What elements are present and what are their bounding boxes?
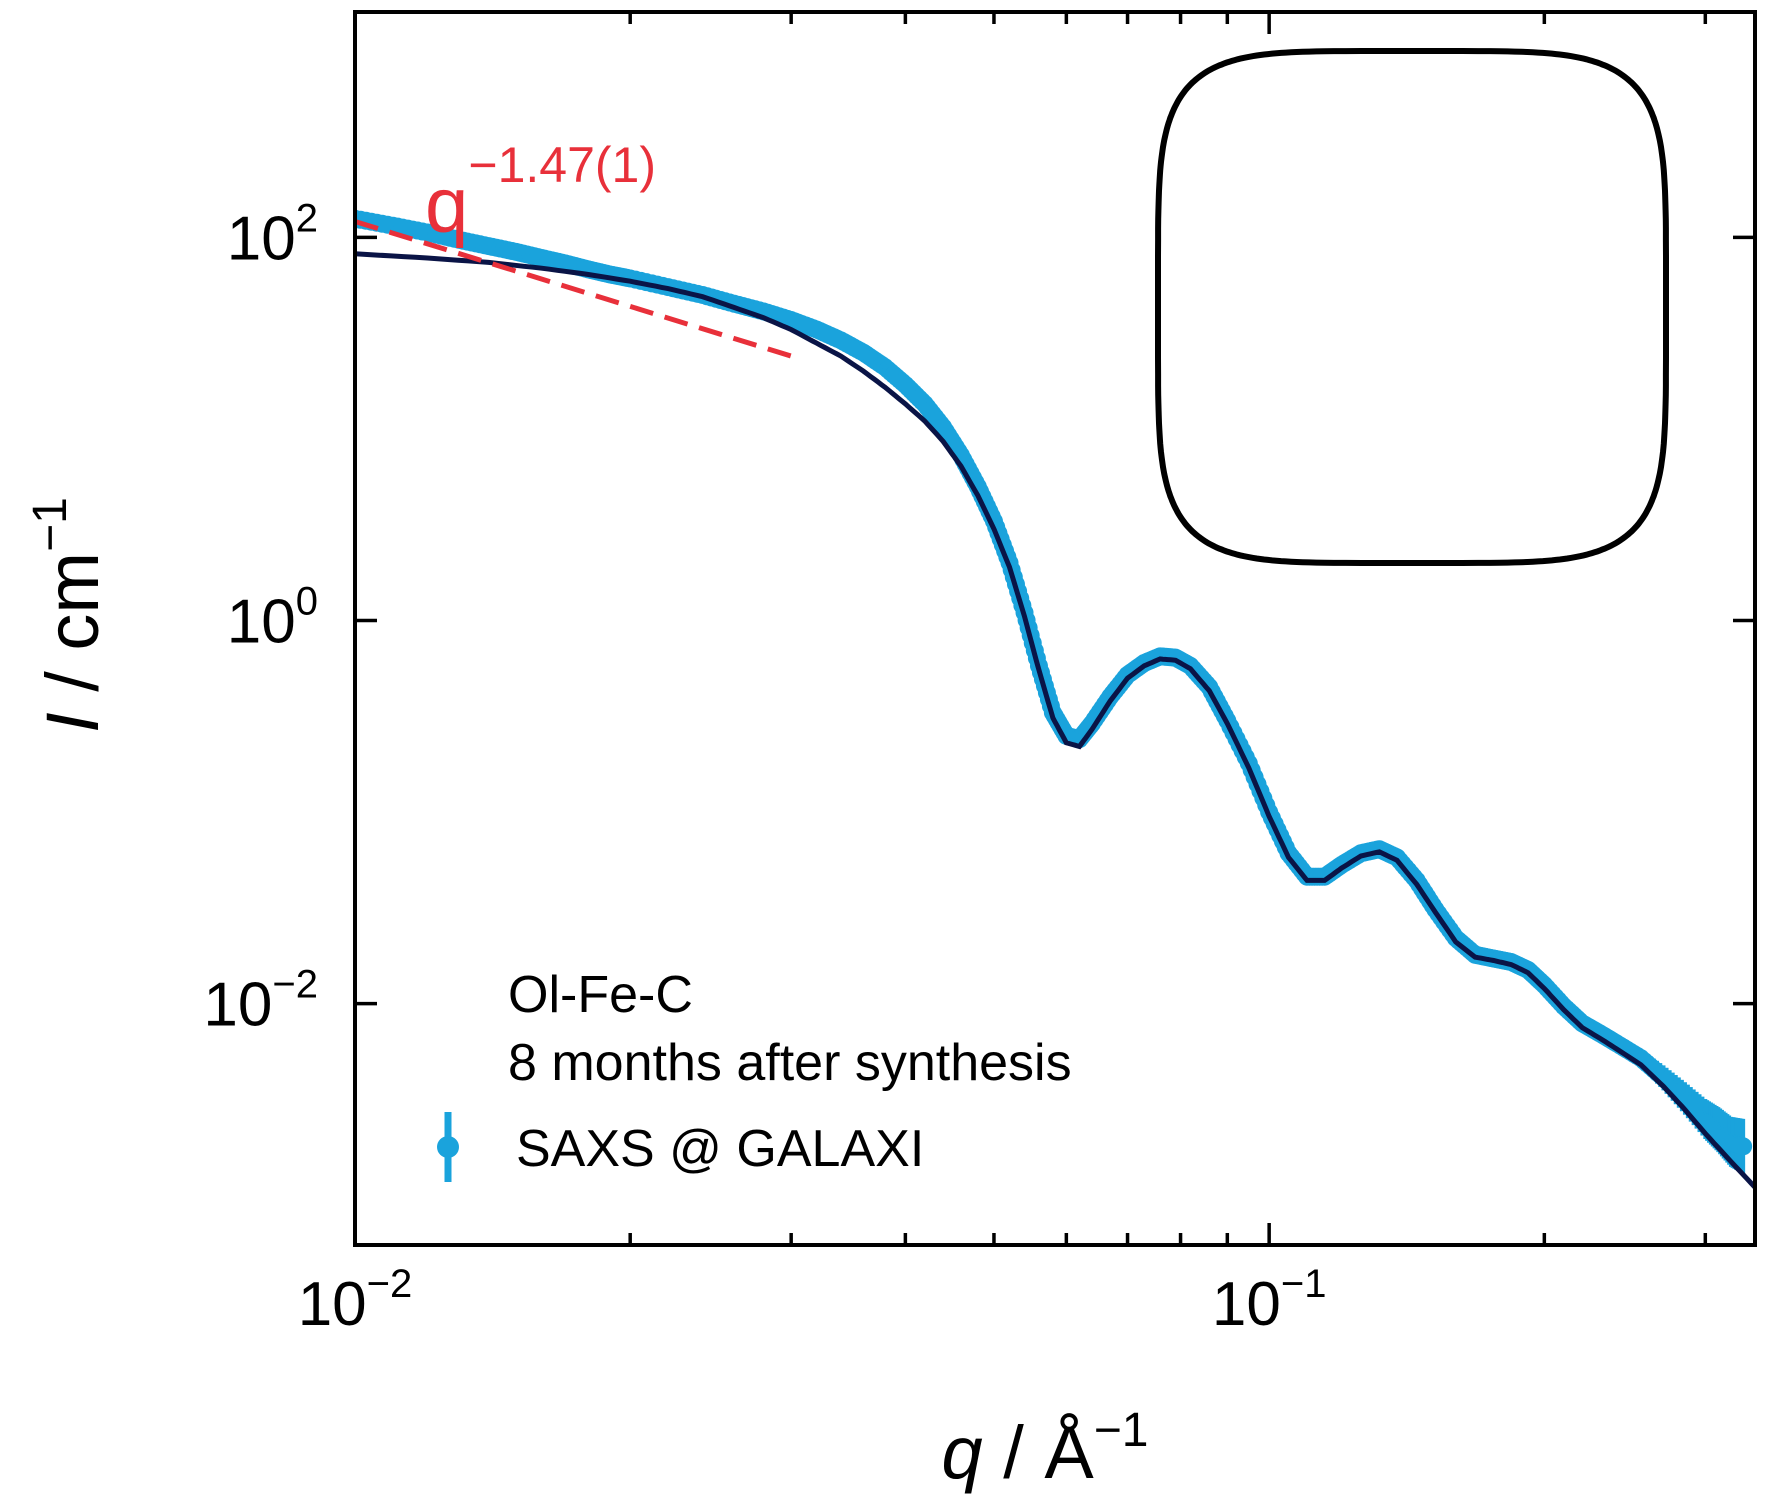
legend: Ol-Fe-C 8 months after synthesis SAXS @ … <box>437 966 1072 1182</box>
axis-tick-labels: 10−2 10−1 10−2 100 102 <box>203 196 1326 1339</box>
y-axis-label: I / cm−1 <box>24 497 114 733</box>
data-point <box>1734 1118 1753 1174</box>
annotation-base: q <box>425 161 468 249</box>
series-saxs-data <box>355 209 1753 1174</box>
plot-frame <box>353 10 1757 1247</box>
series-fit-curve <box>355 251 1755 1190</box>
annotation-exponent: −1.47(1) <box>468 137 656 193</box>
x-tick-label: 10−1 <box>1212 1262 1327 1339</box>
power-law-line <box>355 219 792 359</box>
x-axis-label: q / Å−1 <box>942 1404 1149 1494</box>
legend-title-line-2: 8 months after synthesis <box>508 1034 1072 1092</box>
x-tick-label: 10−2 <box>298 1262 413 1339</box>
fit-curve-line <box>355 251 1755 1190</box>
legend-title-line-1: Ol-Fe-C <box>508 966 693 1024</box>
power-law-annotation: q−1.47(1) <box>425 137 656 249</box>
series-power-law-fit <box>355 219 792 359</box>
inset-cube-outline <box>1155 48 1669 566</box>
y-tick-label: 10−2 <box>203 963 318 1040</box>
y-tick-label: 100 <box>227 579 318 656</box>
y-tick-label: 102 <box>227 196 318 273</box>
axis-ticks <box>353 12 1755 1245</box>
legend-marker <box>437 1112 459 1182</box>
legend-series-label: SAXS @ GALAXI <box>516 1120 924 1178</box>
